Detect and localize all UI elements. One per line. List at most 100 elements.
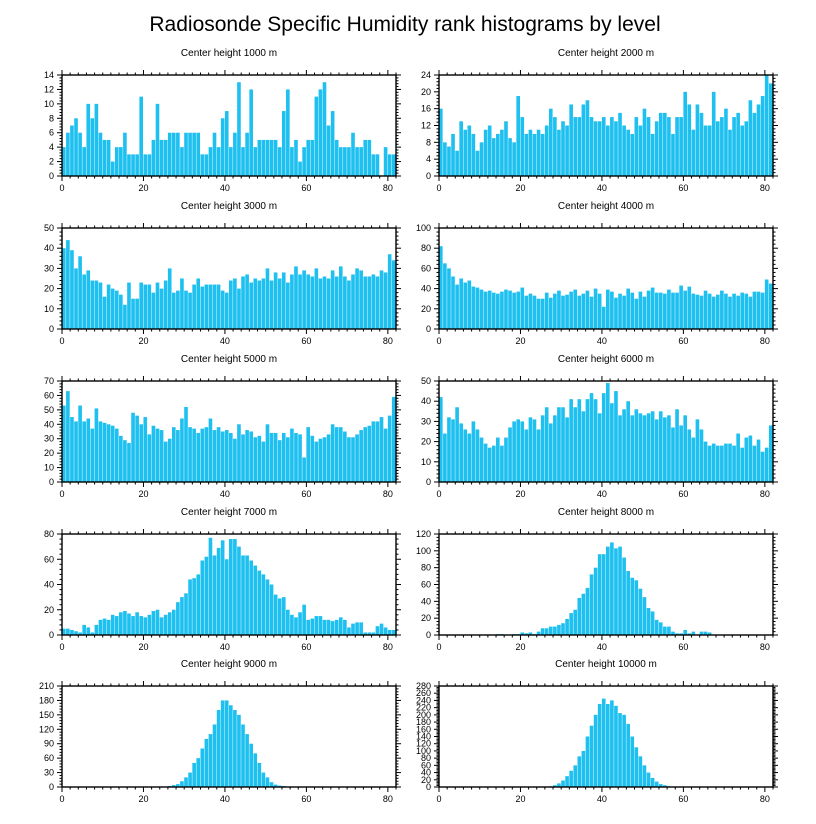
x-tick-label: 80 (383, 183, 393, 193)
bar (553, 293, 557, 329)
bar (273, 784, 278, 787)
bar (528, 417, 533, 482)
bar (298, 161, 302, 176)
x-tick-label: 0 (436, 489, 441, 499)
bar (699, 429, 704, 482)
y-tick-label: 140 (416, 732, 431, 742)
bar (180, 781, 184, 787)
bar (257, 435, 262, 482)
bar (139, 424, 144, 482)
bar (626, 288, 630, 329)
y-tick-label: 210 (39, 681, 54, 691)
bar (78, 632, 82, 635)
bar (184, 777, 188, 787)
bar (90, 280, 95, 329)
bar (732, 445, 736, 482)
bar (671, 292, 675, 329)
bar (487, 447, 492, 482)
bar (536, 429, 541, 482)
x-tick-label: 40 (220, 794, 230, 804)
bar (220, 700, 225, 787)
bar (188, 132, 192, 176)
x-tick-label: 80 (760, 794, 770, 804)
bar (334, 139, 339, 176)
bar (589, 117, 594, 176)
bar (249, 282, 253, 329)
bar (577, 117, 582, 176)
bar (200, 286, 205, 329)
y-tick-label: 40 (421, 284, 431, 294)
y-tick-label: 40 (421, 596, 431, 606)
bar (589, 296, 594, 329)
bar (601, 306, 606, 329)
bar (760, 451, 765, 482)
bar (663, 626, 667, 635)
bar (155, 609, 160, 635)
bar (123, 304, 127, 329)
bar (756, 104, 761, 176)
panel-6: Center height 6000 m 0 20 40 60 80 0 10 20 30 40 50 (421, 354, 778, 499)
x-tick-label: 20 (515, 489, 525, 499)
bar (355, 622, 359, 635)
bar (237, 424, 241, 482)
bar (363, 139, 368, 176)
x-tick-label: 40 (220, 183, 230, 193)
bar (224, 292, 229, 329)
x-tick-label: 20 (138, 336, 148, 346)
bar (159, 430, 164, 482)
panel-title: Center height 6000 m (558, 354, 654, 365)
bar (752, 445, 757, 482)
y-tick-label: 30 (44, 434, 54, 444)
x-tick-label: 0 (436, 794, 441, 804)
bar (277, 278, 282, 329)
bar (257, 280, 262, 329)
bar (756, 439, 761, 482)
bar (451, 276, 455, 329)
bar (483, 129, 488, 176)
bar (212, 284, 217, 329)
bar (273, 432, 278, 482)
bar (614, 705, 618, 787)
bars (62, 391, 396, 482)
y-tick-label: 0 (426, 782, 431, 792)
bar (540, 415, 545, 482)
bar (147, 284, 152, 329)
bar (508, 138, 512, 176)
bar (585, 100, 590, 176)
x-tick-label: 20 (515, 336, 525, 346)
bar (707, 125, 712, 176)
bar (269, 432, 274, 482)
bar (318, 89, 323, 176)
bar (618, 293, 622, 329)
bar (658, 784, 663, 787)
bar (135, 415, 139, 482)
bar (679, 117, 683, 176)
bar (241, 555, 245, 635)
bar (471, 286, 476, 329)
bar (257, 139, 262, 176)
bar (314, 441, 319, 482)
bar (383, 272, 388, 329)
bar (650, 133, 655, 176)
bar (748, 435, 753, 482)
y-tick-label: 16 (421, 104, 431, 114)
bar (589, 574, 594, 635)
bar (277, 440, 282, 482)
bar (281, 597, 286, 635)
bar (654, 419, 659, 482)
bar (439, 246, 443, 329)
bar (314, 616, 319, 635)
bar (359, 270, 363, 329)
bar (487, 290, 492, 329)
bar (475, 429, 480, 482)
bar (127, 154, 131, 176)
bar (224, 700, 229, 787)
bar (220, 431, 225, 482)
bar (475, 287, 480, 329)
bar (176, 290, 180, 329)
bar (290, 147, 294, 176)
bar (123, 611, 127, 635)
bar (553, 415, 557, 482)
y-tick-label: 4 (49, 142, 54, 152)
bar (379, 270, 384, 329)
